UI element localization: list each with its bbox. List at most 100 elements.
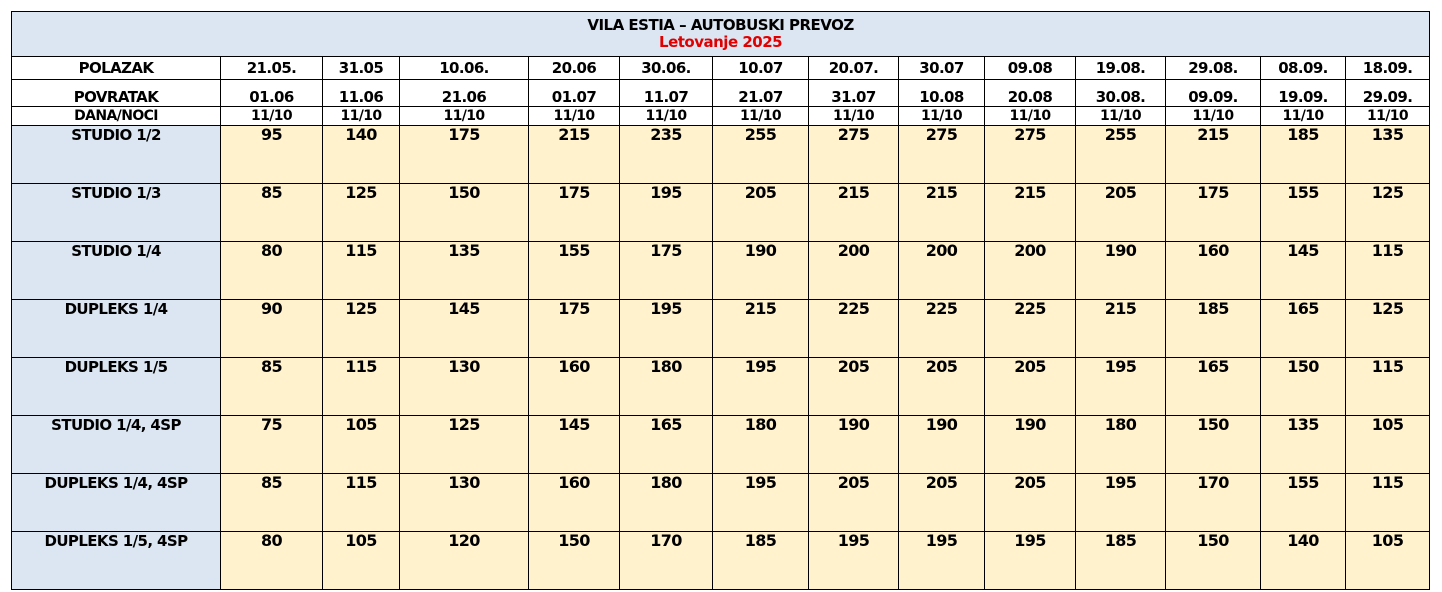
- price-cell: 150: [1165, 531, 1261, 590]
- price-cell: 180: [619, 473, 713, 532]
- departure-row-cell: 31.05: [322, 56, 400, 80]
- departure-row-cell: 30.06.: [619, 56, 713, 80]
- room-name: DUPLEKS 1/4: [11, 299, 221, 358]
- price-cell: 185: [712, 531, 809, 590]
- price-cell: 215: [1165, 125, 1261, 184]
- departure-row-label: POLAZAK: [11, 56, 221, 80]
- price-cell: 80: [220, 531, 323, 590]
- price-cell: 160: [528, 473, 620, 532]
- nights-row-cell: 11/10: [528, 106, 620, 126]
- price-cell: 200: [898, 241, 985, 300]
- price-cell: 180: [712, 415, 809, 474]
- price-cell: 85: [220, 357, 323, 416]
- nights-row: DANA/NOCI 11/10 11/10 11/10 11/10 11/10 11/10 1…: [11, 106, 1431, 126]
- price-cell: 225: [898, 299, 985, 358]
- price-cell: 200: [984, 241, 1076, 300]
- table-title: VILA ESTIA – AUTOBUSKI PREVOZ: [587, 16, 854, 34]
- price-cell: 170: [1165, 473, 1261, 532]
- return-row: POVRATAK 01.06 11.06 21.06 01.07 11.07 21.07 31…: [11, 79, 1431, 107]
- return-row-cell: 19.09.: [1260, 79, 1346, 107]
- nights-row-cell: 11/10: [712, 106, 809, 126]
- price-cell: 200: [808, 241, 899, 300]
- price-cell: 275: [808, 125, 899, 184]
- departure-row-cell: 18.09.: [1344, 56, 1431, 80]
- price-cell: 195: [808, 531, 899, 590]
- price-cell: 215: [984, 183, 1076, 242]
- price-cell: 180: [1075, 415, 1166, 474]
- price-cell: 195: [984, 531, 1076, 590]
- price-cell: 105: [1344, 531, 1431, 590]
- price-cell: 215: [528, 125, 620, 184]
- nights-row-cell: 11/10: [1165, 106, 1261, 126]
- room-name: DUPLEKS 1/4, 4SP: [11, 473, 221, 532]
- price-cell: 190: [984, 415, 1076, 474]
- price-cell: 175: [619, 241, 713, 300]
- price-cell: 145: [399, 299, 529, 358]
- table-row: STUDIO 1/3 85 125 150 175 195 205 215 215 215 205 1…: [11, 183, 1431, 242]
- departure-row-cell: 09.08: [984, 56, 1076, 80]
- price-cell: 115: [1344, 473, 1431, 532]
- price-cell: 125: [322, 299, 400, 358]
- nights-row-cell: 11/10: [220, 106, 323, 126]
- title-cell: VILA ESTIA – AUTOBUSKI PREVOZ Letovanje …: [10, 11, 1431, 57]
- return-row-cell: 31.07: [808, 79, 899, 107]
- price-cell: 75: [220, 415, 323, 474]
- price-cell: 195: [712, 357, 809, 416]
- price-cell: 165: [1260, 299, 1346, 358]
- table-row: DUPLEKS 1/4 90 125 145 175 195 215 225 225 225 215…: [11, 299, 1431, 358]
- price-cell: 105: [322, 415, 400, 474]
- price-cell: 115: [322, 357, 400, 416]
- price-cell: 90: [220, 299, 323, 358]
- price-cell: 150: [399, 183, 529, 242]
- price-table: VILA ESTIA – AUTOBUSKI PREVOZ Letovanje …: [10, 11, 1431, 590]
- price-cell: 165: [619, 415, 713, 474]
- price-cell: 185: [1165, 299, 1261, 358]
- price-cell: 130: [399, 473, 529, 532]
- price-cell: 205: [984, 473, 1076, 532]
- price-cell: 140: [322, 125, 400, 184]
- table-row: STUDIO 1/2 95 140 175 215 235 255 275 275 275 255 2…: [11, 125, 1431, 184]
- departure-row-cell: 20.06: [528, 56, 620, 80]
- return-row-cell: 01.07: [528, 79, 620, 107]
- return-row-cell: 09.09.: [1165, 79, 1261, 107]
- price-cell: 235: [619, 125, 713, 184]
- return-row-cell: 20.08: [984, 79, 1076, 107]
- price-cell: 205: [808, 473, 899, 532]
- price-cell: 215: [712, 299, 809, 358]
- price-cell: 275: [898, 125, 985, 184]
- price-cell: 190: [712, 241, 809, 300]
- price-cell: 150: [528, 531, 620, 590]
- nights-row-cell: 11/10: [1260, 106, 1346, 126]
- price-cell: 215: [898, 183, 985, 242]
- price-cell: 205: [808, 357, 899, 416]
- departure-row-cell: 19.08.: [1075, 56, 1166, 80]
- price-cell: 80: [220, 241, 323, 300]
- nights-row-cell: 11/10: [399, 106, 529, 126]
- price-cell: 135: [1344, 125, 1431, 184]
- price-cell: 150: [1260, 357, 1346, 416]
- nights-row-cell: 11/10: [1344, 106, 1431, 126]
- return-row-cell: 30.08.: [1075, 79, 1166, 107]
- price-cell: 180: [619, 357, 713, 416]
- room-name: STUDIO 1/2: [11, 125, 221, 184]
- price-cell: 195: [898, 531, 985, 590]
- return-row-cell: 21.06: [399, 79, 529, 107]
- price-cell: 205: [1075, 183, 1166, 242]
- price-cell: 195: [712, 473, 809, 532]
- price-cell: 225: [808, 299, 899, 358]
- price-cell: 135: [1260, 415, 1346, 474]
- nights-row-cell: 11/10: [322, 106, 400, 126]
- price-cell: 170: [619, 531, 713, 590]
- price-cell: 130: [399, 357, 529, 416]
- price-cell: 255: [1075, 125, 1166, 184]
- return-row-cell: 01.06: [220, 79, 323, 107]
- price-cell: 175: [528, 299, 620, 358]
- price-cell: 195: [619, 299, 713, 358]
- departure-row: POLAZAK 21.05. 31.05 10.06. 20.06 30.06. 10.07…: [11, 56, 1431, 80]
- price-cell: 255: [712, 125, 809, 184]
- table-row: DUPLEKS 1/4, 4SP 85 115 130 160 180 195 205 205 2…: [11, 473, 1431, 532]
- price-cell: 125: [1344, 183, 1431, 242]
- price-cell: 275: [984, 125, 1076, 184]
- price-cell: 135: [399, 241, 529, 300]
- room-name: DUPLEKS 1/5: [11, 357, 221, 416]
